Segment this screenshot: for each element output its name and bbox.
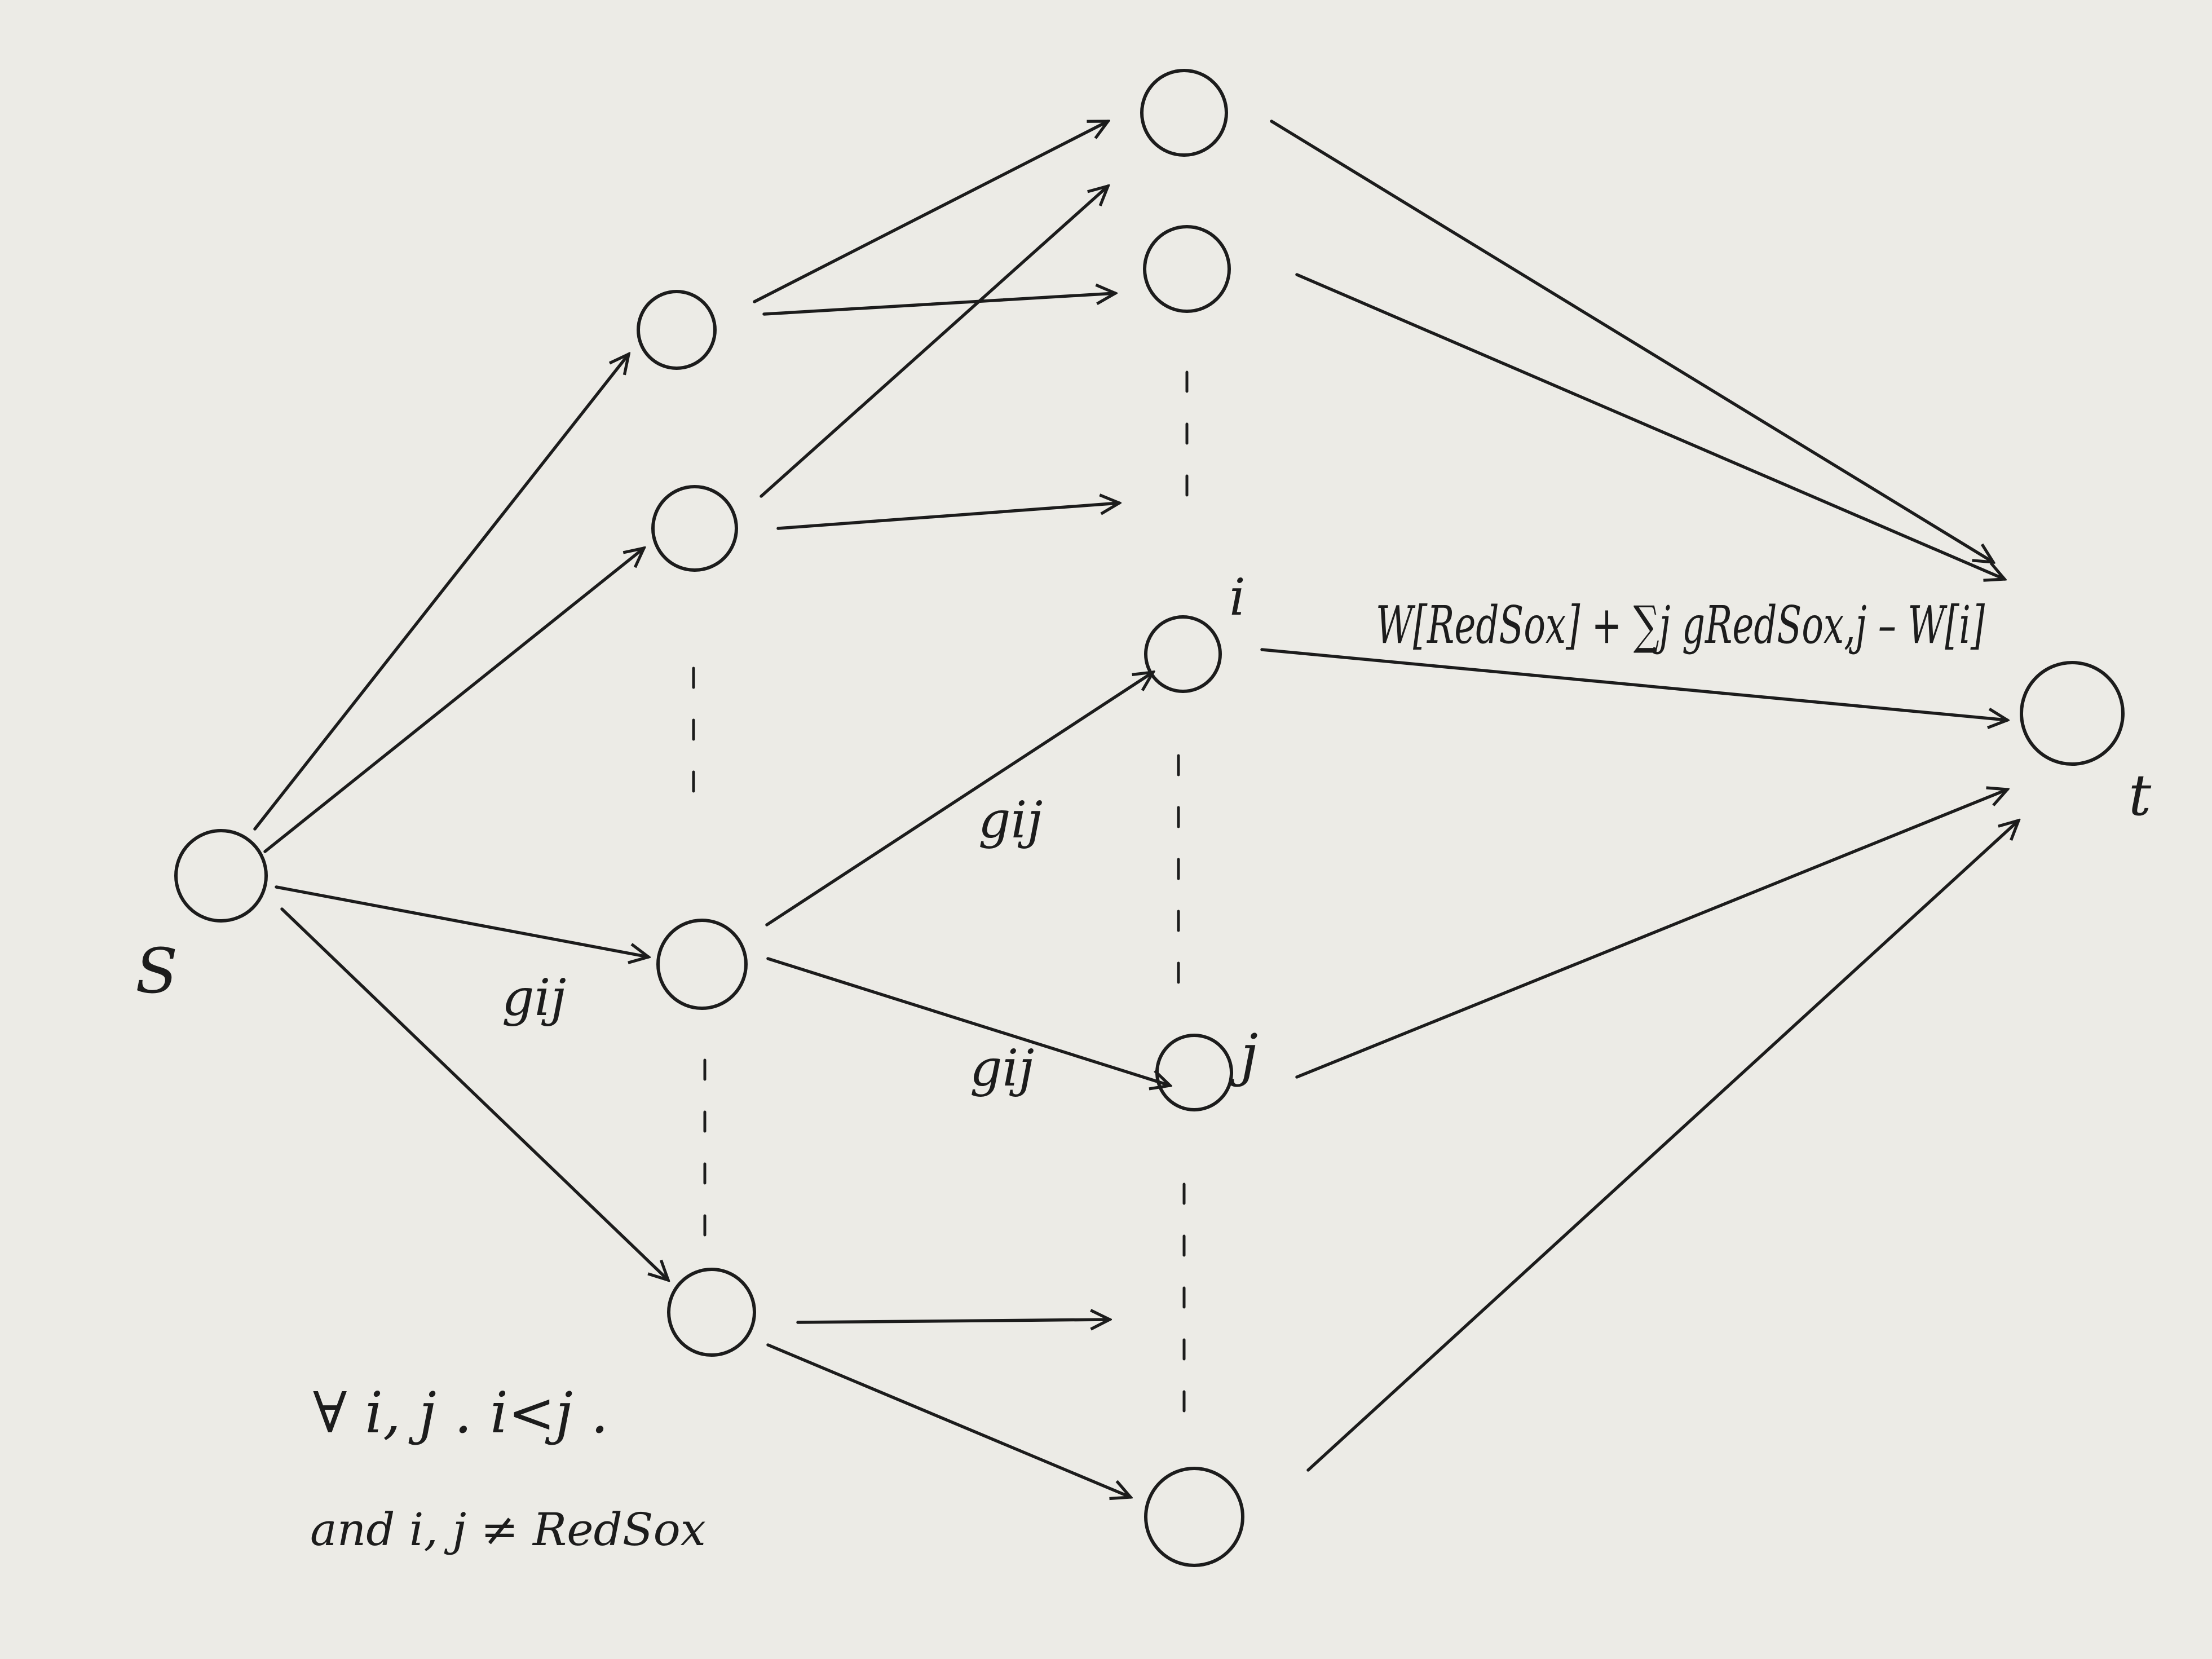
edge-team-2-to-sink xyxy=(1295,273,2005,579)
edge-game-4-to-dots xyxy=(796,1320,1110,1322)
edge-label-s-to-game: gij xyxy=(502,968,566,1027)
edge-game-1-to-team-1 xyxy=(753,120,1108,303)
edge-s-to-game-2 xyxy=(263,548,644,853)
edge-team-5-to-sink xyxy=(1306,820,2019,1472)
node-i-label: i xyxy=(1229,568,1246,627)
edge-game-3-to-team-i xyxy=(765,672,1153,926)
node-j-label: j xyxy=(1230,1022,1258,1088)
team-node-i xyxy=(1144,615,1222,693)
sink-node xyxy=(2020,661,2125,766)
edge-game-2-to-dots xyxy=(776,503,1119,530)
source-label: S xyxy=(135,935,178,1007)
edge-team-j-to-sink xyxy=(1295,789,2007,1079)
sink-label: t xyxy=(2129,762,2152,828)
edge-game-4-to-team-5 xyxy=(766,1343,1131,1497)
edge-game-3-to-team-j xyxy=(766,957,1170,1086)
game-node-1 xyxy=(637,290,717,370)
constraint-line-1: ∀ i, j . i<j . xyxy=(313,1380,608,1446)
team-node-j xyxy=(1155,1034,1233,1111)
game-node-2 xyxy=(651,485,738,572)
source-node xyxy=(174,829,268,923)
constraint-line-2: and i, j ≠ RedSox xyxy=(310,1503,706,1556)
sink-capacity-label: W[RedSox] + ∑j gRedSox,j – W[i] xyxy=(1376,595,1985,655)
edge-label-game-to-j: gij xyxy=(970,1039,1034,1098)
edge-team-i-to-sink xyxy=(1260,648,2007,720)
edge-s-to-game-1 xyxy=(253,354,629,831)
team-node-1 xyxy=(1140,69,1228,157)
team-node-2 xyxy=(1143,225,1231,313)
edge-game-2-to-team-1 xyxy=(760,186,1108,498)
edge-team-1-to-sink xyxy=(1270,120,1993,562)
edge-s-to-game-4 xyxy=(280,907,668,1280)
game-node-4 xyxy=(667,1268,756,1357)
team-node-5 xyxy=(1144,1467,1244,1567)
edge-s-to-game-3 xyxy=(275,885,648,957)
edge-game-1-to-team-2 xyxy=(762,293,1115,316)
game-node-3 xyxy=(656,919,748,1010)
edge-label-game-to-i: gij xyxy=(978,791,1043,850)
